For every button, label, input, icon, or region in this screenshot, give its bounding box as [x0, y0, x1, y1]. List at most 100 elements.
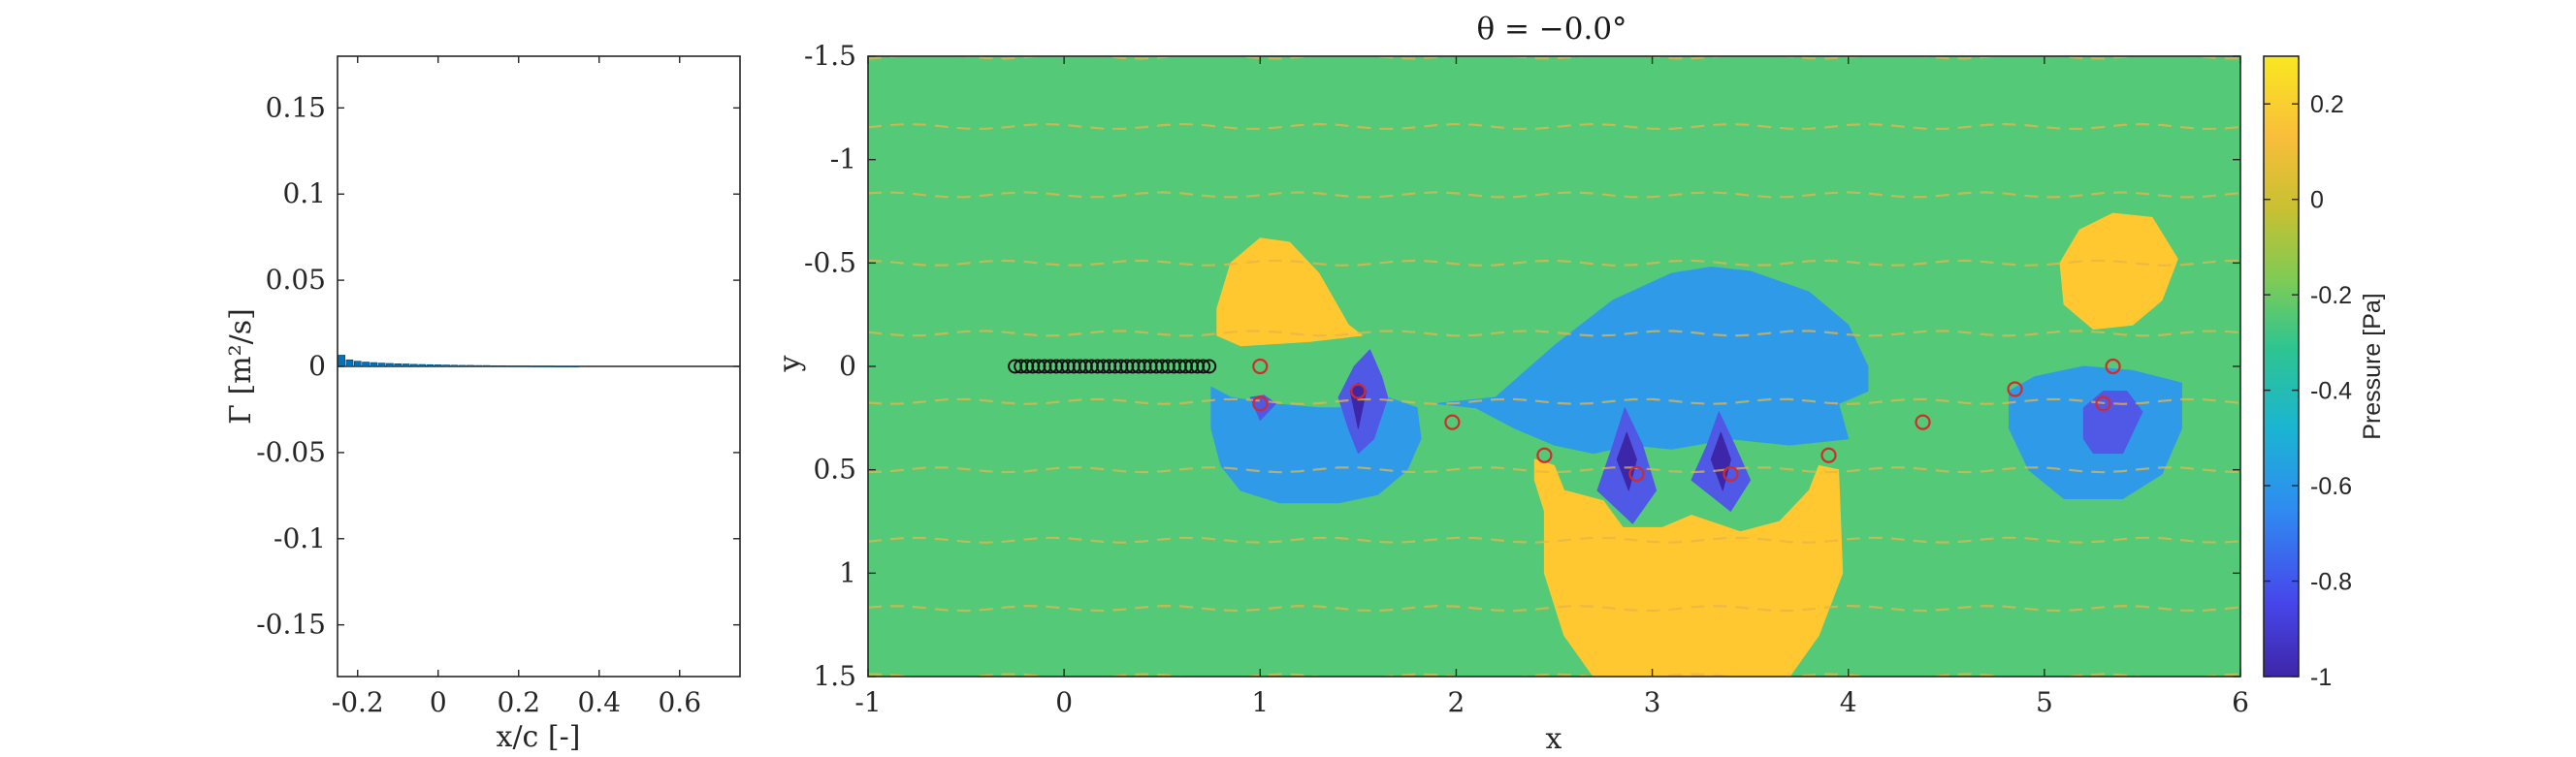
circulation-bar — [482, 364, 491, 367]
y-tick-label: 0.15 — [266, 91, 326, 123]
colorbar-tick-label: -0.6 — [2310, 473, 2352, 500]
vortex-marker — [1252, 358, 1269, 375]
circulation-bar — [345, 359, 354, 367]
circulation-bar — [353, 361, 362, 367]
x-tick-label: 2 — [1448, 686, 1465, 718]
colorbar-tick-label: -0.8 — [2310, 569, 2352, 596]
vortex-marker — [2105, 358, 2121, 375]
circulation-bar — [499, 364, 506, 367]
circulation-bar — [571, 365, 579, 367]
colorbar-label: Pressure [Pa] — [2359, 293, 2386, 439]
x-tick-label: 4 — [1840, 686, 1857, 718]
circulation-bar — [538, 365, 547, 367]
y-tick-label: 0 — [839, 350, 856, 382]
circulation-bar — [491, 364, 499, 367]
colorbar-tick-label: -0.4 — [2310, 378, 2352, 405]
vortex-marker — [2095, 395, 2111, 412]
streamline — [868, 604, 2240, 613]
x-tick-label: 5 — [2036, 686, 2053, 718]
pressure-y-ticks: -1.5 -1 -0.5 0 0.5 1 1.5 — [804, 40, 2240, 692]
circulation-bar — [386, 363, 394, 367]
colorbar-tick-label: 0.2 — [2310, 91, 2344, 118]
colorbar-tick-label: 0 — [2310, 187, 2324, 214]
vortex-marker — [1444, 414, 1461, 430]
vortex-marker — [1628, 465, 1645, 483]
streamline — [868, 122, 2240, 131]
circulation-bar — [474, 364, 483, 367]
pressure-x-ticks: -1 0 1 2 3 4 5 6 — [854, 56, 2249, 718]
circulation-bar — [377, 363, 386, 367]
x-tick-label: 0 — [430, 686, 447, 718]
circulation-bar — [394, 363, 402, 367]
circulation-bar — [434, 364, 442, 367]
circulation-bar — [370, 362, 378, 367]
y-tick-label: -0.15 — [256, 609, 326, 641]
vortex-marker — [1915, 414, 1931, 430]
y-tick-label: 0 — [308, 350, 326, 382]
circulation-bar — [523, 365, 531, 367]
streamline — [868, 191, 2240, 199]
circulation-bar — [426, 363, 435, 367]
y-tick-label: -1.5 — [804, 40, 856, 72]
vortex-marker — [1820, 447, 1837, 463]
colorbar-ticks: 0.2 0 -0.2 -0.4 -0.6 -0.8 -1 — [2264, 91, 2352, 691]
x-tick-label: -1 — [854, 686, 881, 718]
pressure-title: θ = −0.0° — [1476, 12, 1626, 47]
circulation-bar — [362, 362, 370, 367]
y-tick-label: 0.05 — [266, 264, 326, 296]
plate-point — [1202, 359, 1217, 374]
y-tick-label: 0.1 — [282, 177, 326, 209]
x-tick-label: 0 — [1055, 686, 1073, 718]
circulation-y-ticks: 0.15 0.1 0.05 0 -0.05 -0.1 -0.15 — [256, 91, 740, 641]
circulation-y-label: Γ [m²/s] — [224, 308, 258, 425]
colorbar: 0.2 0 -0.2 -0.4 -0.6 -0.8 -1 Pressure [Pa] — [2263, 55, 2386, 691]
vortex-markers — [1252, 358, 2121, 483]
circulation-bar — [442, 364, 450, 367]
y-tick-label: 1.5 — [813, 660, 856, 692]
streamline — [868, 466, 2240, 474]
circulation-bar — [458, 364, 467, 367]
pressure-contours — [1210, 212, 2182, 677]
streamline — [868, 397, 2240, 405]
colorbar-gradient — [2264, 56, 2299, 677]
pressure-x-label: x — [1546, 722, 1562, 756]
circulation-bar — [450, 364, 459, 367]
pressure-contour-region — [2059, 212, 2178, 331]
circulation-bar — [410, 363, 418, 367]
pressure-contour-region — [1435, 267, 1869, 455]
streamline — [868, 259, 2240, 267]
x-tick-label: 0.2 — [497, 686, 540, 718]
y-tick-label: -0.5 — [804, 246, 856, 278]
colorbar-box — [2263, 55, 2300, 678]
vortex-marker — [1536, 447, 1553, 463]
plate-point — [1196, 359, 1211, 374]
x-tick-label: 6 — [2232, 686, 2249, 718]
colorbar-tick-label: -0.2 — [2310, 282, 2352, 309]
y-tick-label: -0.1 — [274, 522, 326, 554]
circulation-bar — [514, 365, 523, 367]
x-tick-label: 1 — [1251, 686, 1269, 718]
circulation-x-ticks: -0.2 0 0.2 0.4 0.6 — [332, 56, 701, 718]
circulation-plot: -0.2 0 0.2 0.4 0.6 0.15 0.1 0.05 0 -0.05 -0.1 -0.1… — [224, 55, 741, 754]
pressure-contour-region — [1710, 431, 1731, 491]
circulation-x-label: x/c [-] — [497, 720, 581, 754]
pressure-field-plot: -1 0 1 2 3 4 5 6 -1.5 -1 -0.5 0 0.5 1 1.5 θ = −0.0° x… — [773, 12, 2249, 756]
y-tick-label: -0.05 — [256, 436, 326, 468]
circulation-bars — [338, 355, 579, 367]
vortex-marker — [2007, 381, 2023, 397]
y-tick-label: 1 — [839, 556, 856, 588]
pressure-contour-region — [1533, 458, 1844, 677]
circulation-bar — [563, 365, 571, 367]
y-tick-label: -1 — [830, 143, 856, 175]
circulation-bar — [555, 365, 564, 367]
colorbar-tick-label: -1 — [2310, 664, 2332, 691]
plate-points — [1008, 359, 1217, 374]
streamline — [868, 330, 2240, 337]
x-tick-label: -0.2 — [332, 686, 384, 718]
vortex-marker — [1723, 465, 1739, 483]
vortex-marker — [1252, 395, 1269, 412]
circulation-bar — [467, 364, 474, 367]
circulation-bar — [402, 363, 410, 367]
circulation-bar — [338, 355, 345, 367]
